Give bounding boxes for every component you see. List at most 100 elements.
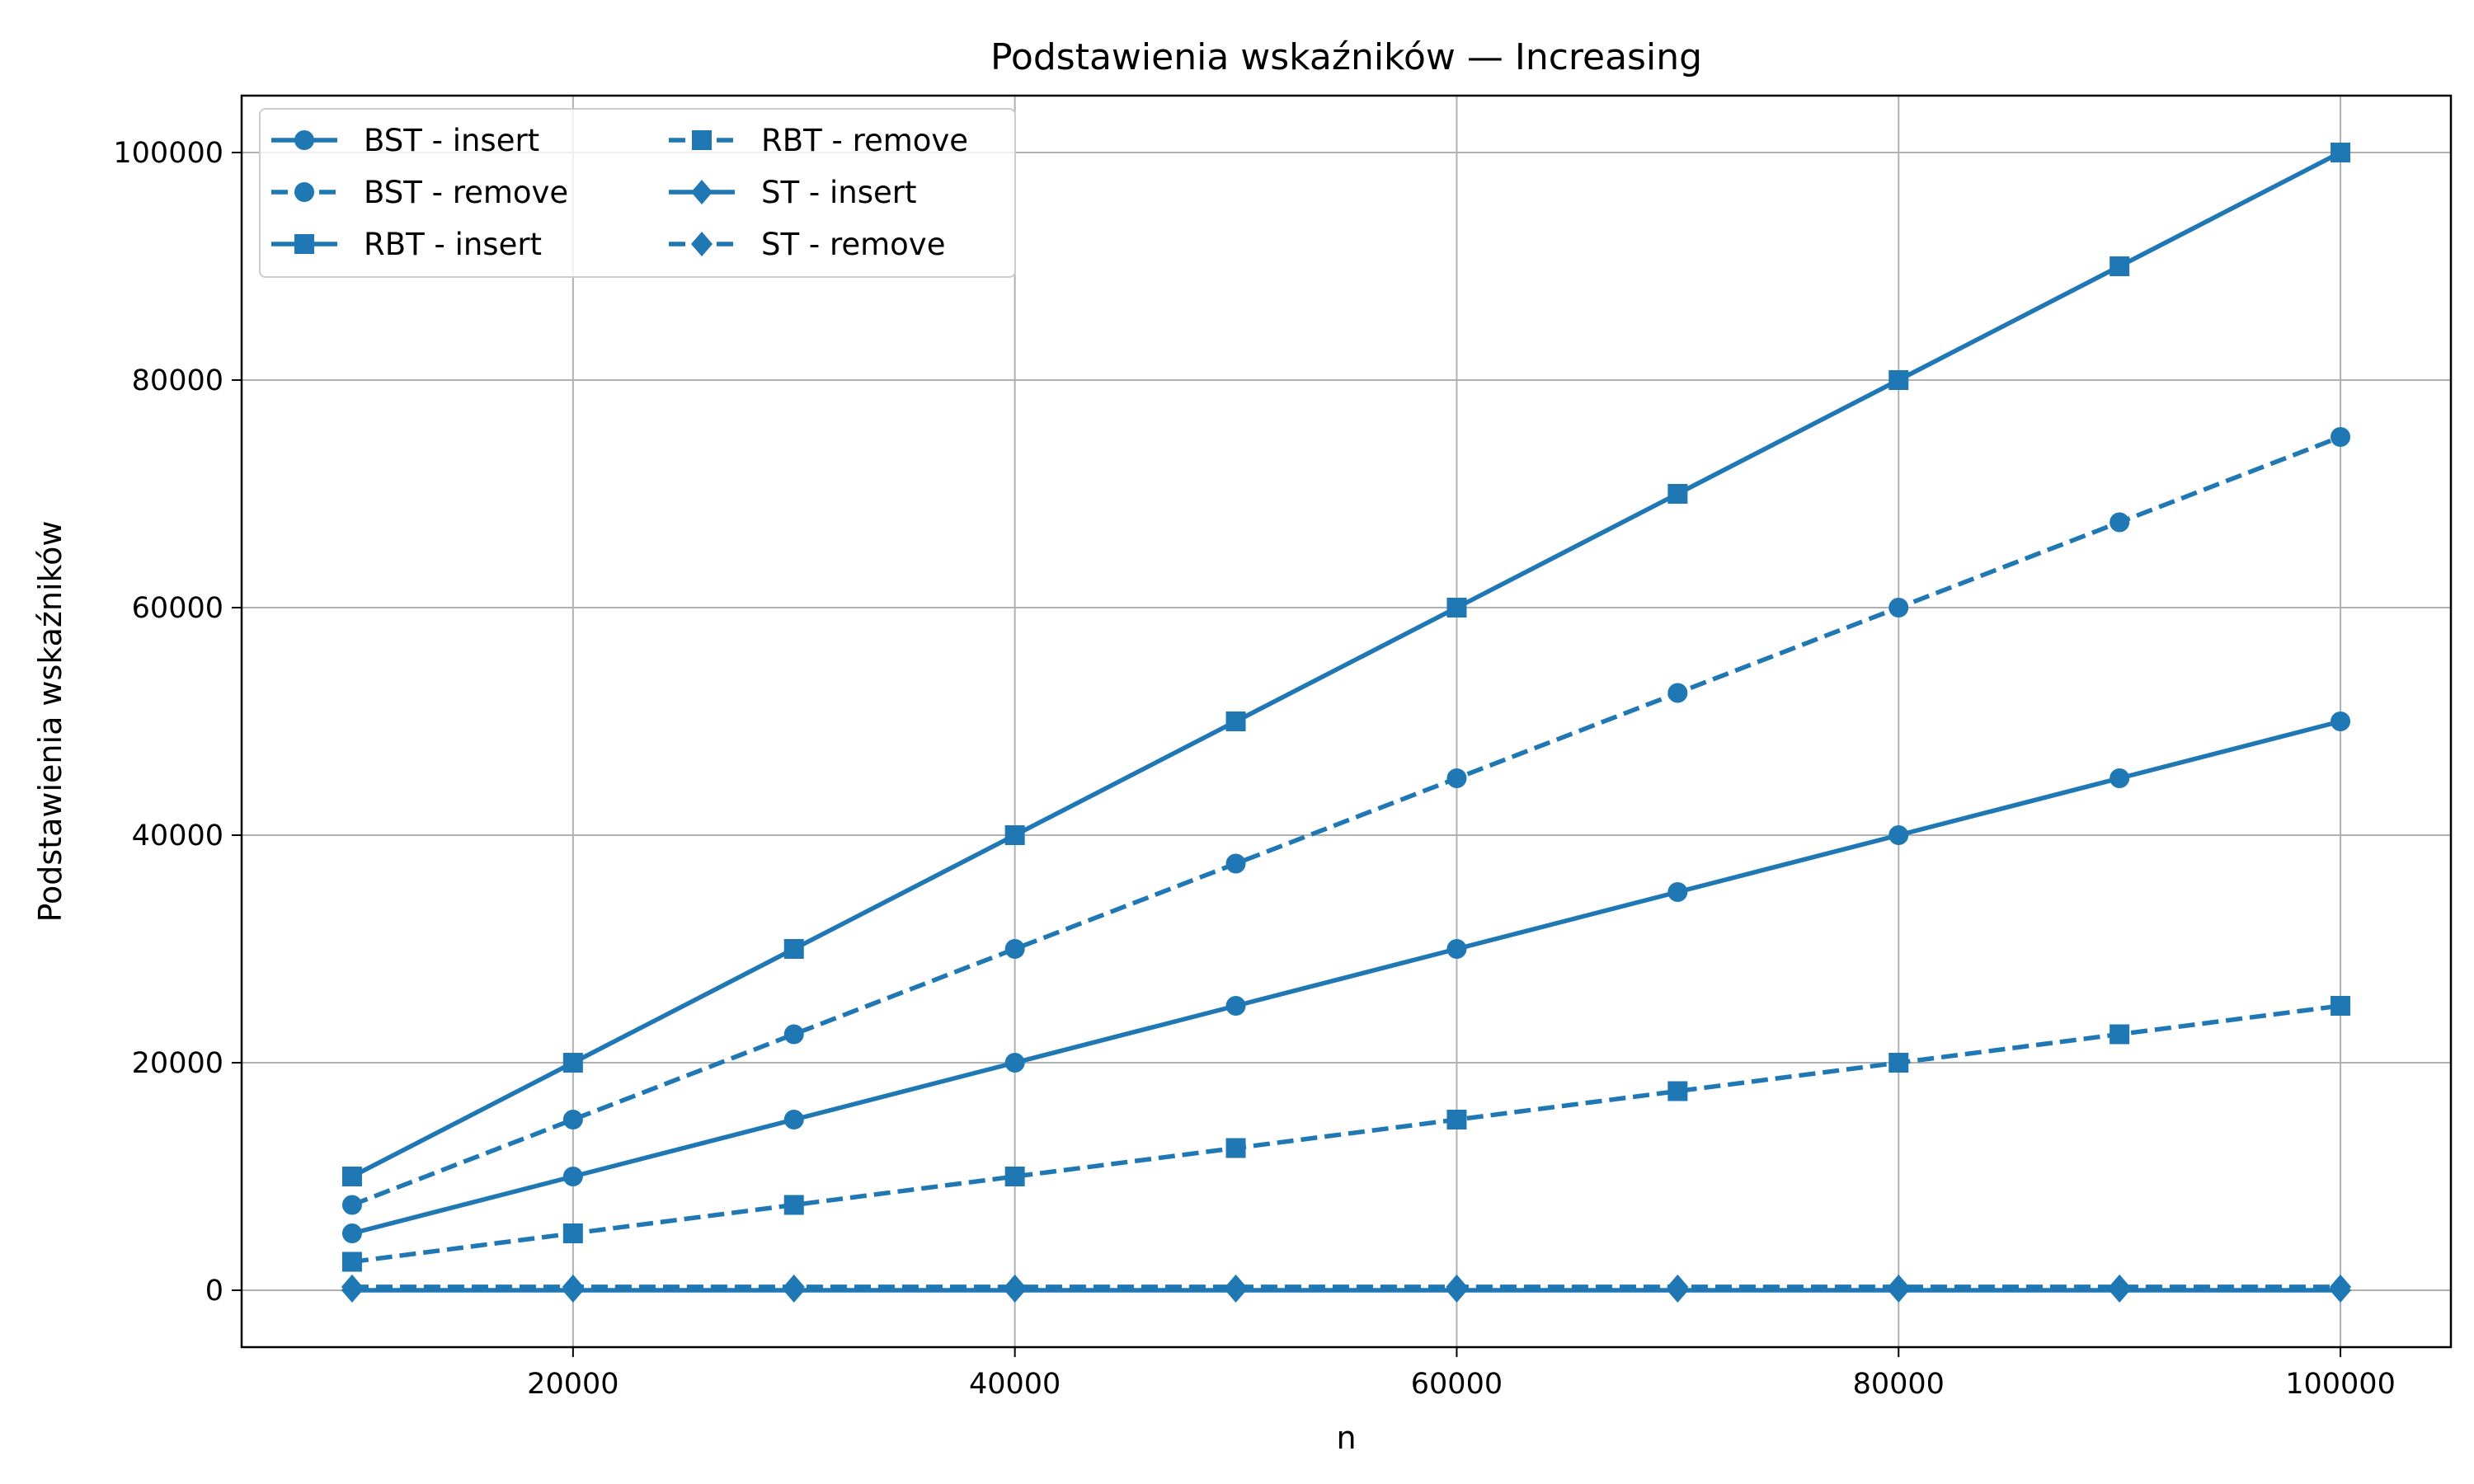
legend-label: ST - insert bbox=[761, 175, 916, 210]
x-tick-label: 100000 bbox=[2285, 1368, 2396, 1401]
data-point bbox=[1888, 1053, 1909, 1073]
legend-item: RBT - remove bbox=[669, 123, 968, 158]
data-point bbox=[2331, 996, 2351, 1016]
y-tick-label: 80000 bbox=[132, 364, 223, 397]
data-point bbox=[783, 1024, 804, 1045]
data-point bbox=[1004, 825, 1025, 845]
data-point bbox=[562, 1110, 583, 1129]
data-point bbox=[2109, 512, 2130, 533]
legend-label: BST - remove bbox=[364, 175, 568, 210]
data-point bbox=[341, 1223, 362, 1243]
data-point bbox=[1446, 1110, 1467, 1129]
series-line bbox=[351, 1003, 2341, 1265]
data-point bbox=[783, 1195, 804, 1215]
legend-marker bbox=[691, 180, 713, 204]
y-tick-label: 100000 bbox=[113, 137, 223, 170]
legend-label: BST - insert bbox=[364, 123, 539, 158]
data-point bbox=[1667, 683, 1688, 703]
legend-marker bbox=[294, 182, 314, 202]
data-point bbox=[1446, 598, 1467, 618]
legend-box bbox=[259, 108, 1016, 278]
x-tick-label: 20000 bbox=[527, 1368, 618, 1401]
data-point bbox=[1667, 1081, 1688, 1101]
data-point bbox=[1888, 598, 1909, 618]
data-point bbox=[783, 1110, 804, 1129]
data-point bbox=[1667, 1274, 1689, 1299]
data-point bbox=[2331, 143, 2351, 162]
y-axis-ticks: 0 20000 40000 60000 80000 100000 bbox=[113, 137, 242, 1308]
series-bst-insert bbox=[341, 711, 2351, 1243]
x-axis-ticks: 20000 40000 60000 80000 100000 bbox=[527, 1347, 2396, 1401]
series-rbt-insert bbox=[341, 143, 2351, 1186]
y-tick-label: 60000 bbox=[132, 592, 223, 625]
y-tick-label: 20000 bbox=[132, 1047, 223, 1080]
data-point bbox=[2109, 1024, 2130, 1045]
series-line bbox=[350, 150, 2342, 1179]
x-tick-label: 60000 bbox=[1411, 1368, 1503, 1401]
x-tick-label: 40000 bbox=[969, 1368, 1061, 1401]
data-point bbox=[562, 1223, 583, 1243]
chart-title: Podstawienia wskaźników — Increasing bbox=[990, 36, 1702, 78]
data-point bbox=[1446, 939, 1467, 959]
data-point bbox=[1446, 1274, 1468, 1299]
legend-marker bbox=[294, 234, 314, 254]
x-axis-label: n bbox=[1336, 1420, 1356, 1456]
data-point bbox=[1004, 1167, 1025, 1186]
data-point bbox=[1004, 939, 1025, 959]
legend: BST - insert BST - remove RBT - insert RBT … bbox=[259, 108, 1016, 278]
data-point bbox=[1004, 1274, 1026, 1299]
data-point bbox=[1004, 1053, 1025, 1073]
data-point bbox=[2109, 1274, 2131, 1299]
series-bst-remove bbox=[341, 427, 2351, 1215]
data-point bbox=[2109, 256, 2130, 276]
data-point bbox=[1667, 882, 1688, 902]
data-point bbox=[562, 1274, 584, 1299]
data-point bbox=[2109, 768, 2130, 788]
series-st-insert bbox=[341, 1278, 2352, 1303]
data-point bbox=[1225, 996, 1246, 1016]
plot-frame bbox=[240, 94, 2453, 1349]
data-point bbox=[1225, 711, 1246, 731]
data-point bbox=[1888, 1274, 1910, 1299]
y-axis-label: Podstawienia wskaźników bbox=[32, 520, 68, 922]
legend-label: RBT - remove bbox=[761, 123, 968, 158]
legend-item: RBT - insert bbox=[271, 227, 542, 262]
data-point bbox=[341, 1274, 363, 1299]
legend-marker bbox=[692, 130, 712, 150]
series-layer bbox=[341, 143, 2352, 1303]
x-tick-label: 80000 bbox=[1853, 1368, 1945, 1401]
legend-label: RBT - insert bbox=[364, 227, 542, 262]
legend-marker bbox=[294, 130, 314, 150]
data-point bbox=[562, 1053, 583, 1073]
legend-item: ST - insert bbox=[669, 175, 916, 210]
y-tick-label: 40000 bbox=[132, 819, 223, 852]
data-point bbox=[562, 1167, 583, 1186]
legend-marker bbox=[691, 232, 713, 256]
data-point bbox=[1667, 484, 1688, 504]
data-point bbox=[783, 939, 804, 959]
legend-label: ST - remove bbox=[761, 227, 945, 262]
data-point bbox=[1888, 825, 1909, 845]
data-point bbox=[341, 1167, 362, 1186]
data-point bbox=[1225, 1138, 1246, 1158]
legend-item: BST - insert bbox=[271, 123, 539, 158]
data-point bbox=[783, 1274, 805, 1299]
data-point bbox=[2331, 711, 2351, 731]
series-line bbox=[350, 434, 2342, 1208]
grid bbox=[242, 96, 2451, 1347]
legend-item: BST - remove bbox=[271, 175, 568, 210]
series-st-remove bbox=[341, 1274, 2352, 1299]
series-rbt-remove bbox=[341, 996, 2351, 1272]
data-point bbox=[1446, 768, 1467, 788]
series-line bbox=[351, 719, 2341, 1236]
data-point bbox=[2330, 1274, 2352, 1299]
legend-item: ST - remove bbox=[669, 227, 945, 262]
y-tick-label: 0 bbox=[205, 1275, 223, 1308]
data-point bbox=[1888, 370, 1909, 390]
data-point bbox=[1225, 853, 1246, 874]
data-point bbox=[341, 1195, 362, 1215]
data-point bbox=[2331, 427, 2351, 447]
data-point bbox=[1225, 1274, 1247, 1299]
data-point bbox=[341, 1252, 362, 1272]
